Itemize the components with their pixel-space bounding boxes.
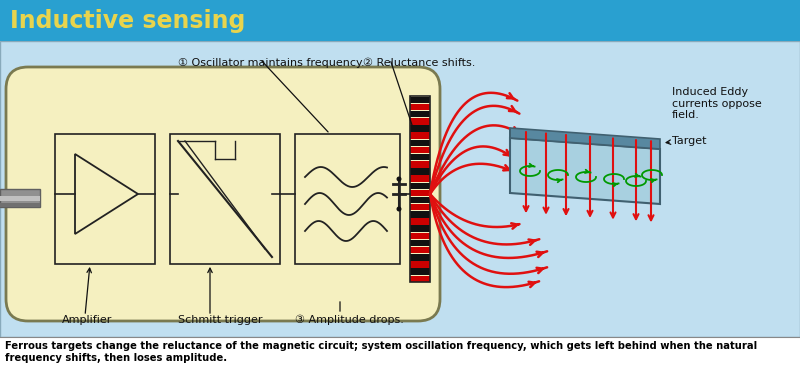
Bar — [295, 134, 400, 264]
Text: Amplifier: Amplifier — [62, 315, 112, 325]
Bar — [410, 276, 430, 282]
Bar — [410, 247, 430, 254]
Bar — [410, 211, 430, 218]
Bar — [55, 134, 155, 264]
Bar — [410, 133, 430, 139]
Text: ③ Amplitude drops.: ③ Amplitude drops. — [295, 315, 404, 325]
Bar — [410, 190, 430, 196]
Bar — [410, 268, 430, 275]
Bar — [410, 168, 430, 175]
Bar — [410, 233, 430, 239]
Bar — [0, 337, 800, 379]
Text: ① Oscillator maintains frequency.: ① Oscillator maintains frequency. — [178, 58, 365, 68]
Bar — [410, 254, 430, 260]
Bar — [410, 139, 430, 146]
Bar — [410, 183, 430, 189]
Bar — [410, 104, 430, 110]
Text: Induced Eddy
currents oppose
field.: Induced Eddy currents oppose field. — [672, 87, 762, 120]
Bar — [0, 189, 40, 207]
Text: Schmitt trigger: Schmitt trigger — [178, 315, 262, 325]
FancyBboxPatch shape — [6, 67, 440, 321]
Bar — [0, 203, 40, 207]
Bar — [410, 111, 430, 117]
Bar — [410, 218, 430, 225]
Bar — [410, 175, 430, 182]
Polygon shape — [510, 128, 660, 149]
Bar — [0, 0, 800, 41]
Bar — [410, 197, 430, 203]
Bar — [0, 41, 800, 337]
Bar — [410, 204, 430, 210]
Bar — [410, 154, 430, 160]
Bar — [0, 196, 40, 201]
Circle shape — [397, 177, 402, 182]
Bar — [410, 240, 430, 246]
Bar — [410, 226, 430, 232]
Text: Inductive sensing: Inductive sensing — [10, 9, 246, 33]
Text: ② Reluctance shifts.: ② Reluctance shifts. — [363, 58, 475, 68]
Text: Target: Target — [672, 136, 706, 146]
Bar — [410, 97, 430, 103]
Bar — [170, 134, 280, 264]
Bar — [410, 147, 430, 153]
Bar — [410, 125, 430, 132]
Text: Ferrous targets change the reluctance of the magnetic circuit; system oscillatio: Ferrous targets change the reluctance of… — [5, 341, 757, 363]
Circle shape — [397, 207, 402, 211]
Bar — [410, 161, 430, 168]
Bar — [410, 261, 430, 268]
Bar — [410, 118, 430, 125]
Polygon shape — [510, 138, 660, 204]
Bar — [410, 96, 430, 282]
